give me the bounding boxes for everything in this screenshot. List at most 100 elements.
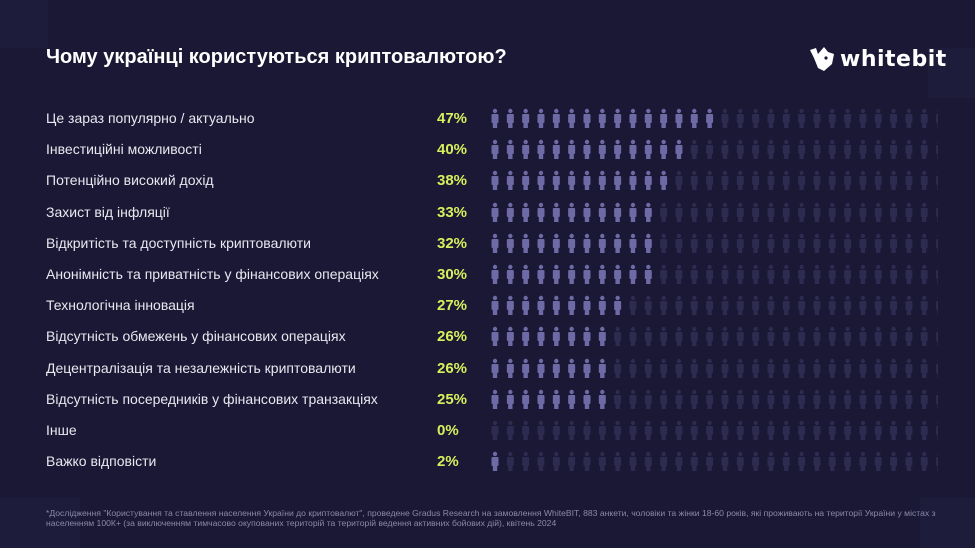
- person-icon-empty: [936, 203, 938, 222]
- person-icon-empty: [890, 327, 898, 347]
- person-icon-empty: [706, 202, 714, 222]
- person-icon-empty: [767, 139, 775, 160]
- person-icon-empty: [767, 389, 775, 409]
- chart-row: Важко відповісти 2%: [0, 451, 975, 472]
- value-label: 33%: [437, 203, 468, 221]
- category-label: Відкритість та доступність криптовалюти: [46, 234, 311, 251]
- person-icon-empty: [798, 389, 806, 409]
- person-icon-empty: [798, 420, 806, 440]
- person-icon-empty: [721, 139, 729, 160]
- person-icon-filled: [644, 171, 652, 191]
- person-icon-empty: [890, 295, 898, 316]
- person-icon-empty: [936, 234, 938, 253]
- person-icon-empty: [782, 171, 790, 191]
- person-icon-empty: [706, 233, 714, 253]
- person-icon-empty: [920, 171, 928, 191]
- person-icon-empty: [644, 389, 652, 409]
- person-icon-empty: [736, 139, 744, 160]
- pictogram-icons: [491, 389, 938, 409]
- person-icon-empty: [721, 295, 729, 316]
- person-icon-filled: [506, 327, 514, 347]
- person-icon-filled: [660, 139, 668, 160]
- person-icon-empty: [920, 358, 928, 378]
- person-icon-empty: [920, 233, 928, 253]
- person-icon-empty: [813, 108, 821, 128]
- person-icon-empty: [675, 389, 683, 409]
- person-icon-filled: [568, 358, 576, 378]
- person-icon-filled: [537, 295, 545, 316]
- person-icon-empty: [736, 171, 744, 191]
- person-icon-empty: [752, 358, 760, 378]
- chart-row: Відсутність посередників у фінансових тр…: [0, 389, 975, 410]
- person-icon-filled: [506, 233, 514, 253]
- person-icon-empty: [598, 451, 606, 472]
- chart-row: Відкритість та доступність криптовалюти 3…: [0, 233, 975, 254]
- person-icon-filled: [522, 233, 530, 253]
- person-icon-empty: [920, 264, 928, 284]
- person-icon-empty: [905, 358, 913, 378]
- person-icon-empty: [675, 264, 683, 284]
- person-icon-empty: [936, 327, 938, 347]
- person-icon-empty: [813, 139, 821, 160]
- chart-row: Анонімність та приватність у фінансових …: [0, 264, 975, 285]
- person-icon-empty: [859, 108, 867, 128]
- person-icon-empty: [859, 327, 867, 347]
- person-icon-empty: [706, 327, 714, 347]
- person-icon-filled: [629, 139, 637, 160]
- person-icon-empty: [859, 358, 867, 378]
- person-icon-empty: [767, 358, 775, 378]
- person-icon-filled: [537, 358, 545, 378]
- person-icon-filled: [629, 202, 637, 222]
- person-icon-empty: [644, 451, 652, 472]
- person-icon-empty: [844, 389, 852, 409]
- person-icon-empty: [644, 358, 652, 378]
- person-icon-filled: [537, 171, 545, 191]
- chart-row: Інвестиційні можливості 40%: [0, 139, 975, 160]
- person-icon-filled: [583, 389, 591, 409]
- person-icon-filled: [537, 233, 545, 253]
- person-icon-empty: [936, 296, 938, 316]
- person-icon-filled: [522, 327, 530, 347]
- person-icon-empty: [736, 264, 744, 284]
- chart-row: Технологічна інновація 27%: [0, 295, 975, 316]
- person-icon-empty: [782, 139, 790, 160]
- person-icon-filled: [522, 171, 530, 191]
- person-icon-filled: [629, 171, 637, 191]
- person-icon-empty: [828, 420, 836, 440]
- person-icon-filled: [552, 171, 560, 191]
- person-icon-empty: [890, 420, 898, 440]
- person-icon-empty: [828, 264, 836, 284]
- person-icon-filled: [491, 264, 499, 284]
- person-icon-empty: [905, 202, 913, 222]
- person-icon-empty: [859, 389, 867, 409]
- person-icon-empty: [690, 295, 698, 316]
- person-icon-empty: [828, 202, 836, 222]
- person-icon-empty: [629, 389, 637, 409]
- person-icon-empty: [752, 327, 760, 347]
- person-icon-empty: [752, 295, 760, 316]
- person-icon-empty: [874, 139, 882, 160]
- person-icon-filled: [614, 233, 622, 253]
- person-icon-empty: [936, 265, 938, 284]
- person-icon-empty: [583, 451, 591, 472]
- person-icon-empty: [936, 390, 938, 409]
- person-icon-filled: [660, 171, 668, 191]
- person-icon-empty: [706, 358, 714, 378]
- background-tile: [928, 48, 975, 98]
- person-icon-empty: [874, 358, 882, 378]
- person-icon-empty: [568, 451, 576, 472]
- logo-wordmark: whitebit: [840, 46, 947, 72]
- person-icon-filled: [598, 264, 606, 284]
- person-icon-empty: [537, 451, 545, 472]
- person-icon-filled: [568, 264, 576, 284]
- person-icon-empty: [890, 233, 898, 253]
- person-icon-empty: [690, 420, 698, 440]
- person-icon-empty: [675, 295, 683, 316]
- chart-row: Це зараз популярно / актуально 47%: [0, 108, 975, 129]
- person-icon-empty: [782, 108, 790, 128]
- person-icon-filled: [491, 139, 499, 160]
- person-icon-empty: [905, 139, 913, 160]
- person-icon-empty: [828, 108, 836, 128]
- person-icon-empty: [813, 202, 821, 222]
- person-icon-empty: [752, 264, 760, 284]
